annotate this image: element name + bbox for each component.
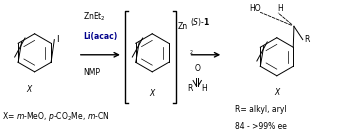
Text: $_2$: $_2$ [189, 49, 193, 57]
Text: I: I [56, 35, 59, 44]
Text: R: R [187, 84, 192, 93]
Text: Li(acac): Li(acac) [83, 32, 117, 41]
Text: 84 - >99% ee: 84 - >99% ee [235, 122, 287, 131]
Text: $(S)$-$\mathbf{1}$: $(S)$-$\mathbf{1}$ [190, 16, 210, 28]
Text: Zn: Zn [177, 22, 187, 31]
Text: O: O [195, 64, 201, 73]
Text: R: R [304, 35, 310, 44]
Text: R= alkyl, aryl: R= alkyl, aryl [235, 105, 287, 114]
Text: NMP: NMP [83, 68, 100, 77]
Text: ZnEt$_2$: ZnEt$_2$ [83, 11, 106, 23]
Text: X: X [27, 85, 32, 94]
Text: H: H [277, 4, 283, 13]
Text: H: H [201, 84, 207, 93]
Text: X= $m$-MeO, $p$-CO$_2$Me, $m$-CN: X= $m$-MeO, $p$-CO$_2$Me, $m$-CN [2, 110, 109, 123]
Text: HO: HO [249, 4, 261, 13]
Text: X: X [274, 88, 280, 97]
Text: X: X [149, 89, 155, 98]
